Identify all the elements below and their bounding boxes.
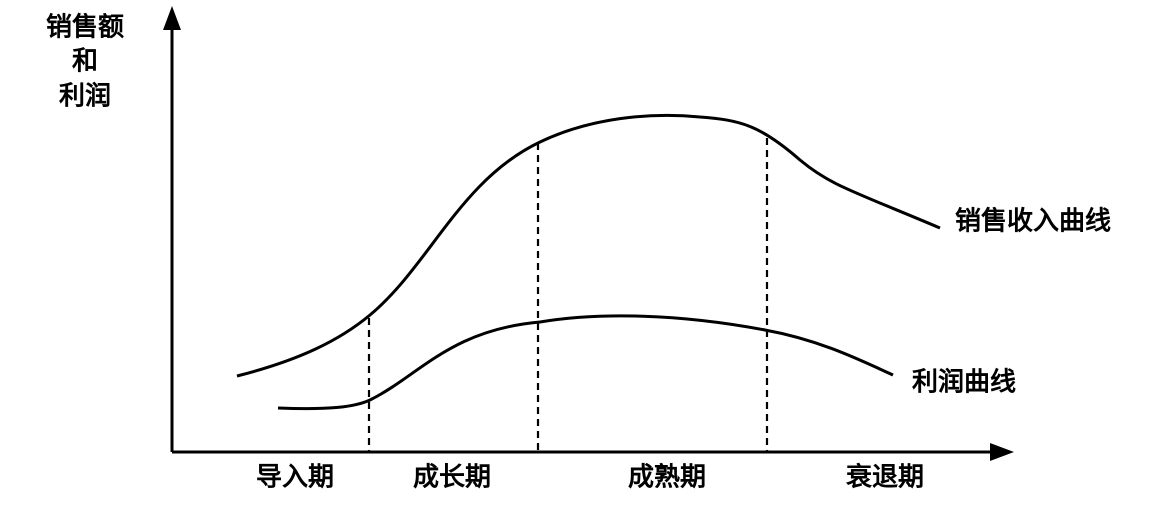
profit-curve (277, 314, 894, 411)
y-label: 和 (72, 47, 98, 77)
stage-label: 成熟期 (628, 462, 706, 493)
stage-label: 导入期 (256, 463, 334, 493)
x-axis-arrow (990, 443, 1014, 461)
y-label: 销售额 (46, 12, 124, 43)
stage-label: 成长期 (413, 463, 491, 493)
sales-curve (236, 113, 941, 378)
curve-label: 销售收入曲线 (955, 206, 1111, 237)
y-axis-arrow (163, 6, 181, 30)
curve-label: 利润曲线 (912, 367, 1016, 398)
stage-label: 衰退期 (845, 462, 924, 493)
y-label: 利润 (59, 81, 111, 112)
